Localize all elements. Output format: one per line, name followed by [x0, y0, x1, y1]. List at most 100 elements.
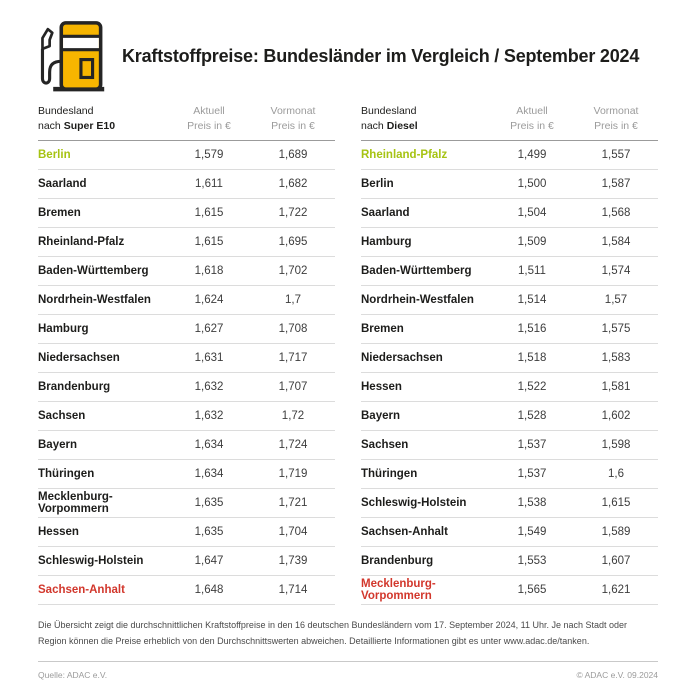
- state-name: Rheinland-Pfalz: [361, 149, 448, 162]
- table-row: Nordrhein-Westfalen 1,514 1,57: [361, 286, 658, 316]
- state-name: Niedersachsen: [361, 352, 443, 365]
- bundesland-label: Bundesland: [38, 105, 94, 117]
- state-name: Hessen: [38, 526, 79, 539]
- previous-price: 1,689: [278, 149, 308, 162]
- table-rows: Berlin 1,579 1,689 Saarland 1,611 1,682 Bremen…: [38, 141, 335, 606]
- previous-price: 1,721: [278, 497, 308, 510]
- previous-price: 1,584: [601, 236, 631, 249]
- current-price: 1,500: [517, 178, 547, 191]
- previous-price: 1,587: [601, 178, 631, 191]
- header: Kraftstoffpreise: Bundesländer im Vergle…: [38, 14, 658, 98]
- previous-price: 1,739: [278, 555, 308, 568]
- current-price: 1,514: [517, 294, 547, 307]
- table-row: Sachsen 1,537 1,598: [361, 431, 658, 461]
- previous-price: 1,724: [278, 439, 308, 452]
- fuel-pump-icon: [40, 21, 105, 92]
- state-name: Bremen: [361, 323, 404, 336]
- previous-price: 1,714: [278, 584, 308, 597]
- aktuell-line1: Aktuell: [516, 105, 548, 117]
- table-row: Thüringen 1,634 1,719: [38, 460, 335, 490]
- current-price: 1,537: [517, 468, 547, 481]
- current-price: 1,537: [517, 439, 547, 452]
- table-row: Niedersachsen 1,631 1,717: [38, 344, 335, 374]
- table-row: Schleswig-Holstein 1,647 1,739: [38, 547, 335, 577]
- table-row: Hamburg 1,509 1,584: [361, 228, 658, 258]
- state-name: Berlin: [361, 178, 394, 191]
- state-name: Berlin: [38, 149, 71, 162]
- table-row: Thüringen 1,537 1,6: [361, 460, 658, 490]
- bundesland-label: Bundesland: [361, 105, 417, 117]
- vormonat-line1: Vormonat: [593, 105, 639, 117]
- table-row: Baden-Württemberg 1,511 1,574: [361, 257, 658, 287]
- table-row: Hessen 1,635 1,704: [38, 518, 335, 548]
- vormonat-line2: Preis in €: [594, 119, 638, 132]
- previous-price: 1,615: [601, 497, 631, 510]
- state-name: Niedersachsen: [38, 352, 120, 365]
- current-price: 1,635: [194, 526, 224, 539]
- state-name: Mecklenburg-Vorpommern: [38, 491, 113, 516]
- table-row: Berlin 1,500 1,587: [361, 170, 658, 200]
- current-price: 1,627: [194, 323, 224, 336]
- previous-price: 1,557: [601, 149, 631, 162]
- column-header-vormonat: Vormonat Preis in €: [574, 104, 658, 133]
- state-name: Schleswig-Holstein: [38, 555, 144, 568]
- previous-price: 1,702: [278, 265, 308, 278]
- state-name: Thüringen: [38, 468, 95, 481]
- state-name: Mecklenburg-Vorpommern: [361, 578, 436, 603]
- previous-price: 1,575: [601, 323, 631, 336]
- current-price: 1,538: [517, 497, 547, 510]
- table-row: Brandenburg 1,553 1,607: [361, 547, 658, 577]
- column-header-bundesland: Bundesland nach Super E10: [38, 104, 167, 133]
- nach-label: nach: [38, 119, 64, 132]
- current-price: 1,634: [194, 468, 224, 481]
- current-price: 1,549: [517, 526, 547, 539]
- table-row: Saarland 1,611 1,682: [38, 170, 335, 200]
- current-price: 1,632: [194, 410, 224, 423]
- state-name: Hamburg: [361, 236, 412, 249]
- state-name: Nordrhein-Westfalen: [38, 294, 151, 307]
- table-diesel: Bundesland nach Diesel Aktuell Preis in …: [361, 104, 658, 606]
- source-label: Quelle: ADAC e.V.: [38, 669, 108, 680]
- table-row: Bayern 1,528 1,602: [361, 402, 658, 432]
- previous-price: 1,583: [601, 352, 631, 365]
- current-price: 1,553: [517, 555, 547, 568]
- state-name: Saarland: [361, 207, 410, 220]
- table-row: Mecklenburg-Vorpommern 1,565 1,621: [361, 576, 658, 606]
- current-price: 1,504: [517, 207, 547, 220]
- state-name: Baden-Württemberg: [361, 265, 472, 278]
- state-name: Sachsen: [38, 410, 86, 423]
- state-name: Baden-Württemberg: [38, 265, 149, 278]
- state-name: Schleswig-Holstein: [361, 497, 467, 510]
- current-price: 1,511: [518, 265, 546, 278]
- previous-price: 1,57: [604, 294, 628, 307]
- tables-container: Bundesland nach Super E10 Aktuell Preis …: [38, 104, 658, 606]
- state-name: Thüringen: [361, 468, 418, 481]
- current-price: 1,635: [194, 497, 224, 510]
- current-price: 1,632: [194, 381, 224, 394]
- table-super-e10: Bundesland nach Super E10 Aktuell Preis …: [38, 104, 335, 606]
- state-name: Hamburg: [38, 323, 89, 336]
- nach-label: nach: [361, 119, 387, 132]
- aktuell-line1: Aktuell: [193, 105, 225, 117]
- previous-price: 1,719: [278, 468, 308, 481]
- vormonat-line1: Vormonat: [270, 105, 316, 117]
- current-price: 1,509: [517, 236, 547, 249]
- table-row: Saarland 1,504 1,568: [361, 199, 658, 229]
- table-row: Sachsen-Anhalt 1,648 1,714: [38, 576, 335, 606]
- state-name: Sachsen-Anhalt: [361, 526, 448, 539]
- previous-price: 1,722: [278, 207, 308, 220]
- previous-price: 1,7: [285, 294, 301, 307]
- previous-price: 1,707: [278, 381, 308, 394]
- table-row: Niedersachsen 1,518 1,583: [361, 344, 658, 374]
- table-row: Bremen 1,516 1,575: [361, 315, 658, 345]
- current-price: 1,634: [194, 439, 224, 452]
- table-row: Mecklenburg-Vorpommern 1,635 1,721: [38, 489, 335, 519]
- previous-price: 1,621: [601, 584, 631, 597]
- state-name: Bremen: [38, 207, 81, 220]
- aktuell-line2: Preis in €: [510, 119, 554, 132]
- previous-price: 1,602: [601, 410, 631, 423]
- table-rows: Rheinland-Pfalz 1,499 1,557 Berlin 1,500 1,58…: [361, 141, 658, 606]
- table-row: Bremen 1,615 1,722: [38, 199, 335, 229]
- current-price: 1,522: [517, 381, 547, 394]
- previous-price: 1,607: [601, 555, 631, 568]
